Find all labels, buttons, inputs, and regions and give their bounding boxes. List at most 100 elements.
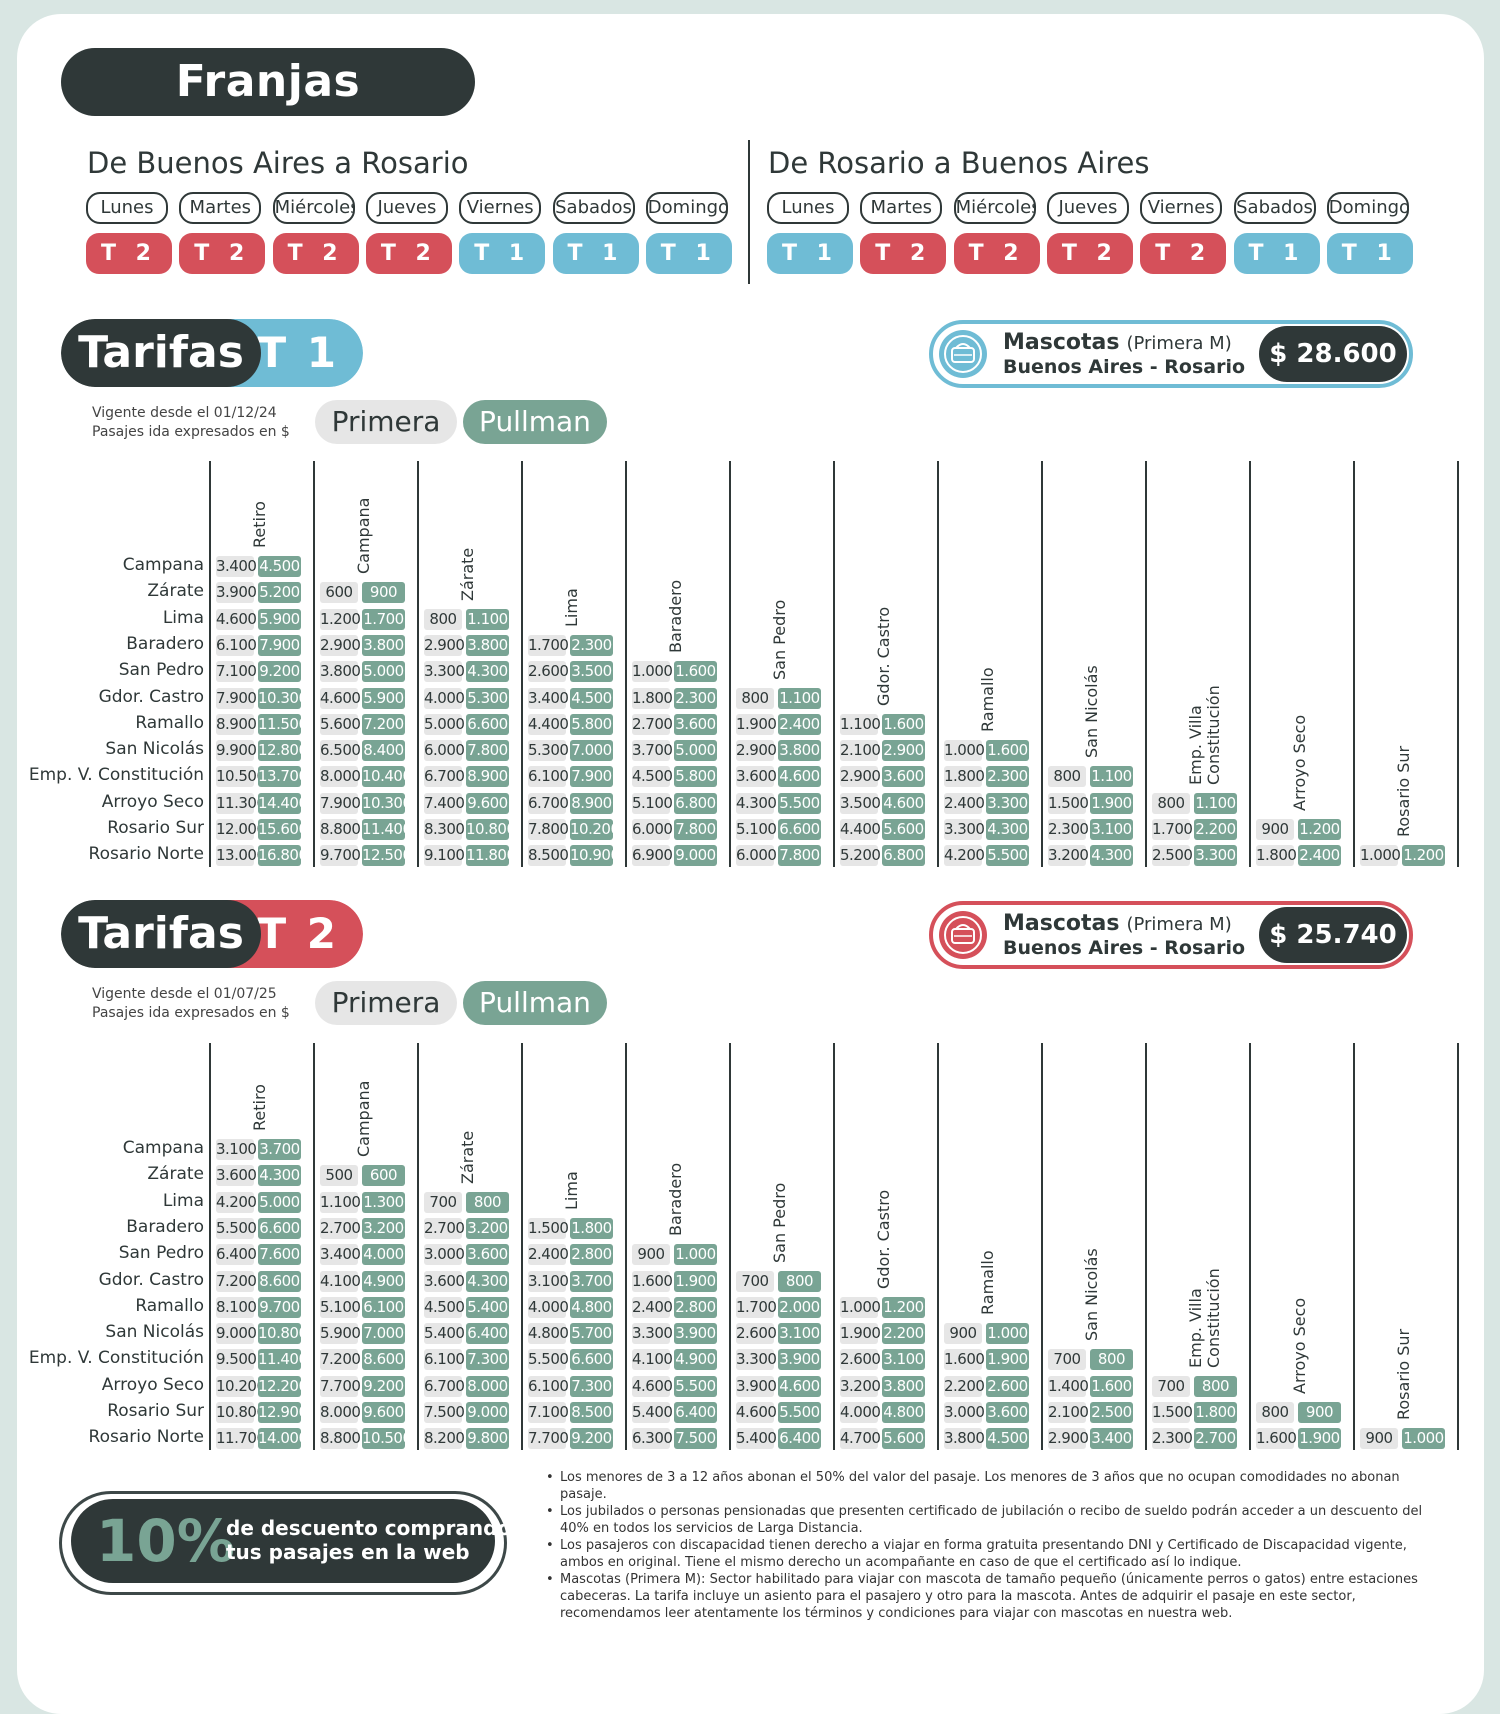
fare-pullman: 3.600 [466, 1244, 509, 1266]
fare-pullman: 4.500 [570, 687, 613, 709]
fare-primera: 3.900 [736, 1375, 777, 1397]
row-header: Gdor. Castro [98, 686, 204, 707]
row-header: Ramallo [135, 712, 204, 733]
footnotes: Los menores de 3 a 12 años abonan el 50%… [546, 1469, 1446, 1622]
column-divider [521, 1043, 523, 1451]
row-header: Zárate [147, 1164, 204, 1185]
fare-primera: 1.600 [632, 1270, 673, 1292]
fare-primera: 3.900 [216, 582, 257, 604]
column-divider [209, 461, 211, 868]
column-divider [625, 461, 627, 868]
fare-primera: 7.700 [528, 1428, 569, 1450]
fare-pullman: 6.800 [674, 792, 717, 814]
pet-subtitle: (Primera M) [1126, 333, 1232, 354]
fare-primera: 700 [1152, 1375, 1190, 1397]
fare-pullman: 12.200 [258, 1375, 308, 1397]
fare-pullman: 1.600 [882, 713, 925, 735]
franja-divider [748, 140, 750, 284]
column-header: Lima [562, 588, 581, 628]
fare-primera: 4.000 [840, 1402, 881, 1423]
column-divider [417, 461, 419, 868]
fare-primera: 1.100 [320, 1191, 361, 1213]
fare-pullman: 7.600 [258, 1244, 301, 1266]
fare-pullman: 7.900 [570, 766, 613, 788]
row-header: Campana [122, 1138, 204, 1158]
fare-primera: 1.000 [1360, 845, 1401, 867]
column-header-label: Campana [354, 497, 373, 575]
fare-pullman: 1.600 [674, 661, 717, 683]
fare-primera: 1.500 [1152, 1402, 1193, 1423]
fare-pullman: 8.900 [570, 792, 613, 814]
fare-pullman: 12.900 [258, 1402, 308, 1423]
column-header: Campana [354, 498, 373, 575]
fare-pullman: 4.300 [466, 1270, 509, 1292]
day-tariff-badge: T 2 [1140, 233, 1227, 274]
fare-primera: 7.500 [424, 1402, 465, 1423]
column-header-label: San Pedro [770, 599, 789, 680]
row-header: Zárate [147, 581, 204, 602]
promo-frame [59, 1491, 507, 1595]
fare-primera: 7.100 [216, 661, 257, 683]
fare-primera: 3.000 [944, 1402, 985, 1423]
fare-pullman: 3.100 [882, 1349, 925, 1371]
fare-pullman: 1.900 [1298, 1428, 1341, 1450]
column-header-label: Gdor. Castro [874, 1189, 893, 1289]
fare-pullman: 5.200 [258, 582, 301, 604]
fare-primera: 1.000 [840, 1296, 881, 1318]
fare-pullman: 8.400 [362, 740, 405, 762]
t2-pullman-label: Pullman [463, 981, 607, 1025]
day-tariff-badge: T 2 [860, 233, 947, 274]
fare-primera: 1.500 [528, 1217, 569, 1239]
column-header: Baradero [666, 1163, 685, 1237]
pet-subtitle: (Primera M) [1126, 914, 1232, 935]
fare-pullman: 8.900 [466, 766, 509, 788]
fare-pullman: 7.000 [570, 740, 613, 762]
fare-primera: 6.000 [632, 819, 673, 840]
fare-primera: 1.600 [1256, 1428, 1297, 1450]
column-header: Ramallo [978, 1250, 997, 1316]
fare-pullman: 6.600 [258, 1217, 301, 1239]
fare-primera: 8.900 [216, 713, 257, 735]
fare-pullman: 1.600 [986, 740, 1029, 762]
fare-pullman: 2.900 [882, 740, 925, 762]
pet-title: Mascotas [1003, 330, 1120, 355]
fare-pullman: 4.000 [362, 1244, 405, 1266]
fare-pullman: 3.600 [986, 1402, 1029, 1423]
fare-primera: 1.200 [320, 608, 361, 630]
fare-pullman: 6.400 [466, 1323, 509, 1345]
fare-pullman: 6.800 [882, 845, 925, 867]
column-divider [1353, 1043, 1355, 1451]
fare-primera: 5.100 [736, 819, 777, 840]
fare-pullman: 7.200 [362, 713, 405, 735]
fare-primera: 2.900 [320, 634, 361, 656]
fare-pullman: 1.800 [1194, 1402, 1237, 1423]
fare-pullman: 1.900 [986, 1349, 1029, 1371]
fare-primera: 2.100 [840, 740, 881, 762]
fare-pullman: 1.100 [778, 687, 821, 709]
fare-pullman: 8.600 [362, 1349, 405, 1371]
fare-primera: 3.400 [216, 556, 257, 577]
column-header: Emp. Villa Constitución [1186, 1268, 1223, 1369]
column-header-label: Emp. Villa Constitución [1186, 1267, 1223, 1368]
fare-pullman: 7.000 [362, 1323, 405, 1345]
fare-pullman: 9.800 [466, 1428, 509, 1450]
day-label: Sabados [552, 192, 635, 224]
day-tariff-badge: T 2 [86, 233, 172, 274]
fare-primera: 1.700 [1152, 819, 1193, 840]
row-header: Emp. V. Constitución [28, 1348, 204, 1369]
pet-title-line: Mascotas (Primera M) [1003, 911, 1232, 936]
column-divider [833, 1043, 835, 1451]
column-divider [313, 461, 315, 868]
column-header: Retiro [250, 501, 269, 549]
day-tariff-badge: T 1 [1326, 233, 1413, 274]
fare-pullman: 4.500 [986, 1428, 1029, 1450]
fare-pullman: 10.400 [362, 766, 412, 788]
fare-primera: 2.400 [528, 1244, 569, 1266]
fare-primera: 4.200 [216, 1191, 257, 1213]
fare-pullman: 1.100 [1090, 766, 1133, 788]
fare-primera: 700 [1048, 1349, 1086, 1371]
fare-primera: 2.100 [1048, 1402, 1089, 1423]
fare-pullman: 5.600 [882, 819, 925, 840]
row-header: Ramallo [135, 1295, 204, 1316]
fare-pullman: 9.000 [466, 1402, 509, 1423]
